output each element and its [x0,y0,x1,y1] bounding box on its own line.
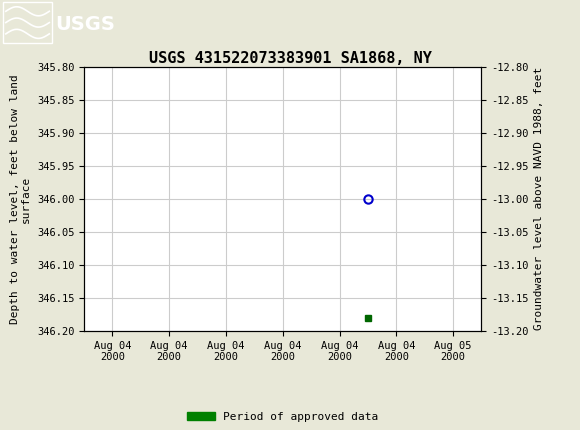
Bar [3,2,52,43]
Text: USGS: USGS [55,15,115,34]
Y-axis label: Groundwater level above NAVD 1988, feet: Groundwater level above NAVD 1988, feet [534,67,544,331]
Text: USGS 431522073383901 SA1868, NY: USGS 431522073383901 SA1868, NY [148,51,432,65]
Legend: Period of approved data: Period of approved data [182,407,383,426]
Y-axis label: Depth to water level, feet below land
surface: Depth to water level, feet below land su… [10,74,31,324]
